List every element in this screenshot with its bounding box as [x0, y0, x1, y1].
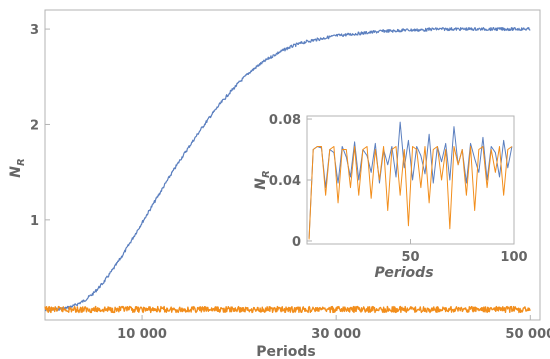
- inset-plot: 50 100 00.040.08 Periods NR: [253, 113, 528, 281]
- main-y-tick-label: 3: [30, 23, 39, 38]
- inset-y-tick-label: 0.04: [269, 174, 301, 189]
- inset-x-axis-title: Periods: [374, 265, 433, 281]
- main-y-tick-label: 2: [30, 118, 39, 133]
- inset-y-tick-label: 0.08: [269, 113, 301, 128]
- main-x-axis-title: Periods: [256, 344, 315, 359]
- main-x-tick-label: 50 000: [505, 327, 550, 342]
- main-x-tick-label: 30 000: [311, 327, 361, 342]
- main-y-axis-ticks: 1 2 3: [30, 23, 50, 229]
- main-series-line-1: [45, 307, 530, 313]
- main-x-tick-label: 10 000: [117, 327, 167, 342]
- inset-x-tick-label: 50: [401, 250, 419, 265]
- main-x-axis-ticks: 10 000 30 000 50 000: [117, 315, 550, 342]
- main-y-axis-title: NR: [8, 158, 27, 177]
- inset-x-tick-label: 100: [500, 250, 527, 265]
- inset-y-tick-label: 0: [292, 235, 301, 250]
- inset-y-axis-ticks: 0 0.04 0.08: [269, 113, 312, 250]
- main-y-tick-label: 1: [30, 214, 39, 229]
